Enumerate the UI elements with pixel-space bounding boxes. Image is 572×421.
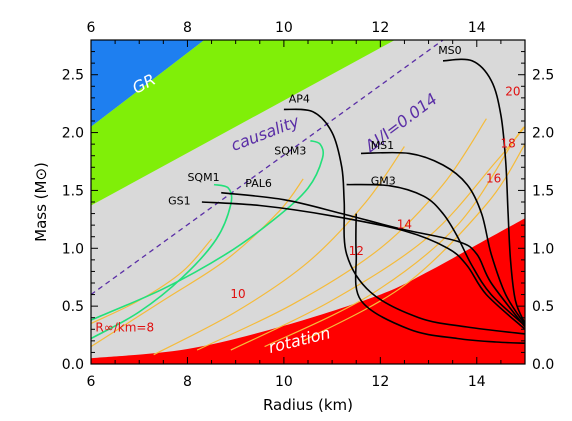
rotation-region bbox=[91, 218, 525, 364]
eos-label-gm3: GM3 bbox=[371, 175, 396, 188]
x-tick-label-bottom: 8 bbox=[183, 374, 192, 390]
y-tick-label-left: 2.0 bbox=[62, 126, 84, 142]
x-tick-label-bottom: 14 bbox=[468, 374, 486, 390]
radius-contour-1 bbox=[91, 238, 213, 325]
y-tick-label-left: 2.5 bbox=[62, 68, 84, 84]
eos-label-ms0: MS0 bbox=[438, 44, 461, 57]
contour-label: 14 bbox=[397, 218, 412, 232]
regions bbox=[91, 40, 525, 364]
radius-contour-3 bbox=[153, 146, 405, 356]
eos-label-sqm1: SQM1 bbox=[187, 171, 219, 184]
y-tick-label-right: 1.0 bbox=[532, 241, 554, 257]
contour-label: 20 bbox=[505, 85, 520, 99]
x-tick-label-bottom: 10 bbox=[275, 374, 293, 390]
y-tick-label-right: 1.5 bbox=[532, 183, 554, 199]
x-axis-title: Radius (km) bbox=[263, 396, 353, 414]
dashed-line-group bbox=[91, 40, 444, 296]
y-tick-label-left: 1.5 bbox=[62, 183, 84, 199]
contour-label: 12 bbox=[349, 244, 364, 258]
y-tick-label-left: 1.0 bbox=[62, 241, 84, 257]
plot-area bbox=[91, 40, 525, 364]
contour-label: 10 bbox=[230, 287, 245, 301]
eos-label-gs1: GS1 bbox=[168, 194, 191, 207]
y-axis-title: Mass (M⊙) bbox=[32, 162, 50, 242]
y-tick-label-left: 0.0 bbox=[62, 357, 84, 373]
radius-contour-7 bbox=[302, 143, 525, 342]
x-tick-label-top: 6 bbox=[87, 20, 96, 36]
eos-label-pal6: PAL6 bbox=[245, 177, 272, 190]
eos-curve-gm3 bbox=[346, 183, 525, 327]
eos-curve-ms0 bbox=[442, 58, 525, 324]
radius-contour-4 bbox=[196, 118, 487, 351]
y-tick-label-right: 0.5 bbox=[532, 299, 554, 315]
eos-label-ap4: AP4 bbox=[289, 92, 310, 105]
eos-curve-ms1 bbox=[360, 151, 525, 326]
eos-curve-unlabeled-8 bbox=[354, 213, 525, 344]
contour-label: R∞/km=8 bbox=[95, 321, 154, 335]
eos-label-ms1: MS1 bbox=[371, 139, 394, 152]
y-tick-label-right: 0.0 bbox=[532, 357, 554, 373]
eos-curve-sqm1 bbox=[91, 183, 233, 340]
eos-curve-gs1 bbox=[201, 201, 525, 330]
y-tick-label-right: 2.5 bbox=[532, 68, 554, 84]
causality-region bbox=[91, 40, 395, 206]
x-tick-label-bottom: 12 bbox=[371, 374, 389, 390]
radius-contours bbox=[91, 118, 525, 356]
contour-label: 16 bbox=[486, 171, 501, 185]
eos-label-sqm3: SQM3 bbox=[274, 145, 306, 158]
radius-contour-2 bbox=[91, 178, 304, 348]
x-tick-label-bottom: 6 bbox=[87, 374, 96, 390]
axis-ticks: 6 6 8 8 10 10 12 12 14 14 0.0 0.0 0.5 0.5 1.0 1.0 1.5 1.5… bbox=[62, 20, 555, 390]
eos-curve-pal6 bbox=[221, 191, 525, 328]
x-tick-label-top: 14 bbox=[468, 20, 486, 36]
x-tick-label-top: 8 bbox=[183, 20, 192, 36]
delta-i-dashed-line bbox=[91, 40, 444, 296]
radius-contour-5 bbox=[230, 126, 525, 351]
radius-contour-6 bbox=[264, 126, 525, 348]
contour-label: 18 bbox=[500, 137, 515, 151]
x-tick-label-top: 12 bbox=[371, 20, 389, 36]
eos-curve-sqm3 bbox=[91, 139, 325, 321]
x-tick-label-top: 10 bbox=[275, 20, 293, 36]
y-tick-label-left: 0.5 bbox=[62, 299, 84, 315]
eos-curves bbox=[91, 58, 525, 344]
eos-curve-ap4 bbox=[283, 108, 525, 335]
y-tick-label-right: 2.0 bbox=[532, 126, 554, 142]
